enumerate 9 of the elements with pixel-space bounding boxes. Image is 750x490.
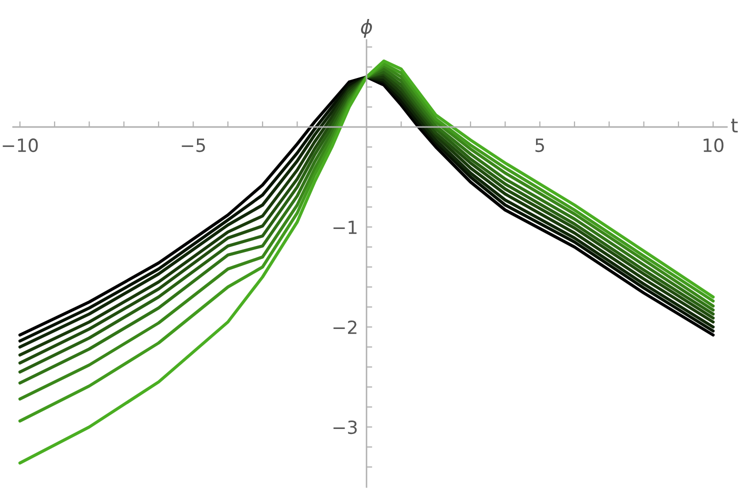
y-tick-label: −3 — [333, 420, 357, 434]
x-tick-label: 10 — [704, 138, 724, 152]
x-tick-label: 5 — [535, 138, 544, 152]
y-axis-title: ϕ — [361, 18, 372, 38]
x-tick-label: −10 — [2, 138, 38, 152]
x-axis-title: t — [731, 118, 738, 132]
x-tick-label: −5 — [182, 138, 205, 152]
y-tick-label: −2 — [333, 320, 356, 334]
y-tick-label: −1 — [333, 220, 357, 234]
